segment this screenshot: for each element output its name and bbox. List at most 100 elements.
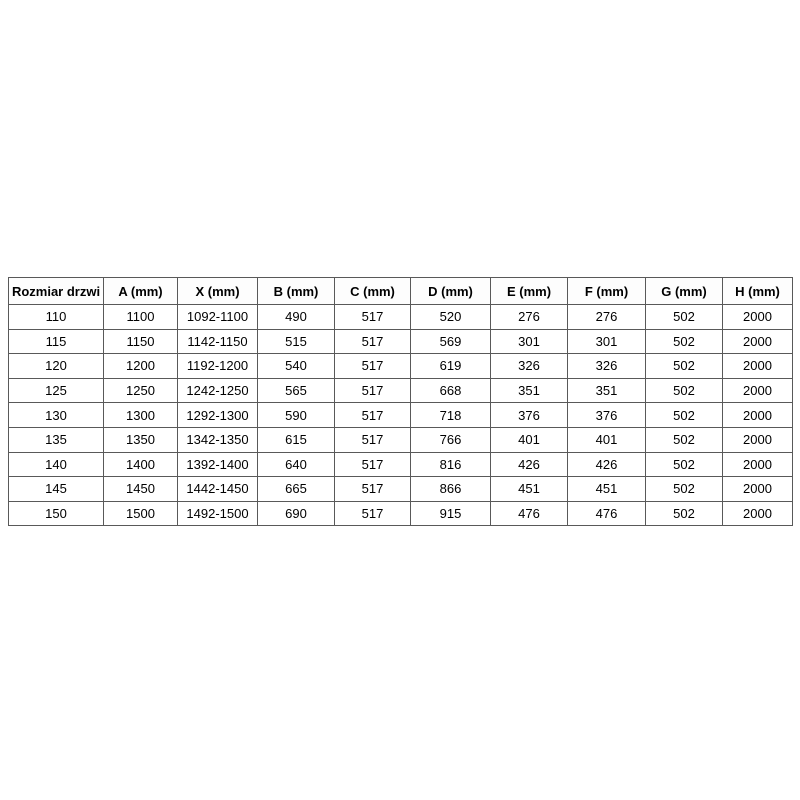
table-cell: 517	[334, 353, 411, 379]
table-cell: 276	[490, 304, 568, 330]
table-cell: 135	[8, 426, 104, 453]
table-cell: 2000	[722, 451, 793, 478]
table-cell: 502	[645, 328, 723, 355]
table-cell: 1442-1450	[177, 476, 258, 502]
table-cell: 1342-1350	[177, 426, 258, 453]
table-cell: 426	[567, 451, 646, 478]
table-cell: 376	[490, 402, 568, 428]
table-cell: 401	[490, 426, 568, 453]
table-cell: 866	[410, 476, 491, 502]
column-header: E (mm)	[490, 277, 568, 305]
table-cell: 517	[334, 426, 411, 453]
table-cell: 2000	[722, 377, 793, 404]
table-row: 140 1400 1392-1400 640 517 816 426 426 502 2000	[8, 451, 793, 478]
column-header: C (mm)	[334, 277, 411, 305]
table-cell: 1100	[103, 304, 178, 330]
table-row: 145 1450 1442-1450 665 517 866 451 451 502 2000	[8, 476, 793, 502]
table-cell: 326	[490, 353, 568, 379]
table-cell: 140	[8, 451, 104, 478]
table-row: 115 1150 1142-1150 515 517 569 301 301 502 2000	[8, 328, 793, 355]
table-cell: 130	[8, 402, 104, 428]
table-cell: 1092-1100	[177, 304, 258, 330]
table-cell: 326	[567, 353, 646, 379]
table-cell: 376	[567, 402, 646, 428]
table-cell: 1450	[103, 476, 178, 502]
table-cell: 451	[567, 476, 646, 502]
table-cell: 2000	[722, 328, 793, 355]
table-cell: 1242-1250	[177, 377, 258, 404]
table-cell: 517	[334, 476, 411, 502]
table-cell: 517	[334, 500, 411, 527]
table-cell: 517	[334, 402, 411, 428]
table-cell: 590	[257, 402, 335, 428]
table-cell: 2000	[722, 353, 793, 379]
table-cell: 502	[645, 500, 723, 527]
table-row: 125 1250 1242-1250 565 517 668 351 351 502 2000	[8, 377, 793, 404]
table-cell: 2000	[722, 476, 793, 502]
table-cell: 150	[8, 500, 104, 527]
table-cell: 145	[8, 476, 104, 502]
table-row: 135 1350 1342-1350 615 517 766 401 401 502 2000	[8, 426, 793, 453]
table-cell: 1492-1500	[177, 500, 258, 527]
table-cell: 490	[257, 304, 335, 330]
table-cell: 1292-1300	[177, 402, 258, 428]
column-header: X (mm)	[177, 277, 258, 305]
table-cell: 1200	[103, 353, 178, 379]
column-header: F (mm)	[567, 277, 646, 305]
table-cell: 517	[334, 328, 411, 355]
table-cell: 718	[410, 402, 491, 428]
table-cell: 502	[645, 353, 723, 379]
table-cell: 351	[567, 377, 646, 404]
table-cell: 401	[567, 426, 646, 453]
table-cell: 1192-1200	[177, 353, 258, 379]
table-cell: 619	[410, 353, 491, 379]
table-cell: 502	[645, 426, 723, 453]
table-cell: 502	[645, 451, 723, 478]
table-cell: 1142-1150	[177, 328, 258, 355]
column-header: A (mm)	[103, 277, 178, 305]
table-cell: 520	[410, 304, 491, 330]
table-cell: 517	[334, 304, 411, 330]
table-cell: 301	[567, 328, 646, 355]
table-cell: 1392-1400	[177, 451, 258, 478]
table-cell: 426	[490, 451, 568, 478]
table-cell: 276	[567, 304, 646, 330]
table-cell: 2000	[722, 304, 793, 330]
column-header: G (mm)	[645, 277, 723, 305]
table-row: 120 1200 1192-1200 540 517 619 326 326 502 2000	[8, 353, 793, 379]
table-cell: 476	[567, 500, 646, 527]
table-cell: 120	[8, 353, 104, 379]
table-cell: 451	[490, 476, 568, 502]
table-cell: 515	[257, 328, 335, 355]
column-header: D (mm)	[410, 277, 491, 305]
table-cell: 110	[8, 304, 104, 330]
table-cell: 517	[334, 377, 411, 404]
table-cell: 1400	[103, 451, 178, 478]
table-cell: 1500	[103, 500, 178, 527]
table-cell: 766	[410, 426, 491, 453]
table-row: 150 1500 1492-1500 690 517 915 476 476 502 2000	[8, 500, 793, 527]
table-cell: 351	[490, 377, 568, 404]
column-header: H (mm)	[722, 277, 793, 305]
table-cell: 915	[410, 500, 491, 527]
column-header: Rozmiar drzwi	[8, 277, 104, 305]
table-cell: 565	[257, 377, 335, 404]
table-cell: 540	[257, 353, 335, 379]
table-cell: 1250	[103, 377, 178, 404]
table-cell: 2000	[722, 402, 793, 428]
door-size-table: Rozmiar drzwi A (mm) X (mm) B (mm) C (mm) D (…	[8, 277, 793, 527]
table-cell: 1350	[103, 426, 178, 453]
table-cell: 2000	[722, 500, 793, 527]
table-cell: 816	[410, 451, 491, 478]
door-size-table-container: Rozmiar drzwi A (mm) X (mm) B (mm) C (mm) D (…	[8, 277, 793, 527]
table-cell: 2000	[722, 426, 793, 453]
table-cell: 1300	[103, 402, 178, 428]
table-cell: 115	[8, 328, 104, 355]
table-cell: 569	[410, 328, 491, 355]
header-row: Rozmiar drzwi A (mm) X (mm) B (mm) C (mm) D (…	[8, 277, 793, 305]
table-cell: 476	[490, 500, 568, 527]
table-row: 130 1300 1292-1300 590 517 718 376 376 502 2000	[8, 402, 793, 428]
table-row: 110 1100 1092-1100 490 517 520 276 276 502 2000	[8, 304, 793, 330]
table-body: 110 1100 1092-1100 490 517 520 276 276 502 2000 11…	[8, 304, 793, 527]
